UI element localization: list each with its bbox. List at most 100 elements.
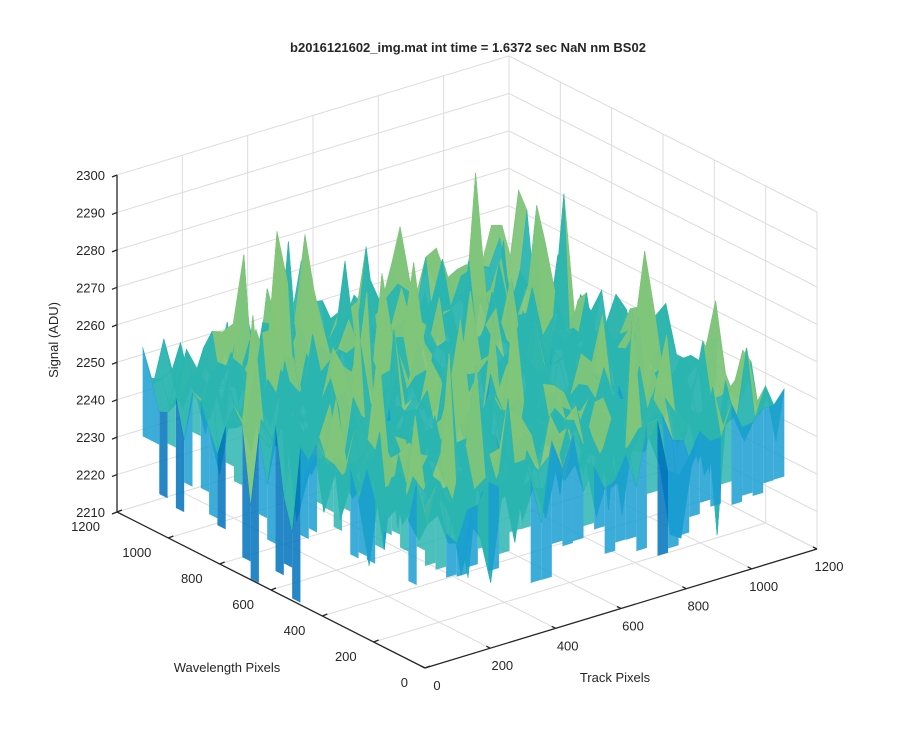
surface-edge-front <box>498 476 510 555</box>
surface-edge-left <box>308 442 318 533</box>
surface-edge-left <box>366 468 376 564</box>
x-tick-label: 800 <box>687 599 709 614</box>
z-tick-mark <box>111 511 118 515</box>
surface-edge-left <box>200 401 210 493</box>
surface-edge-front <box>488 481 499 572</box>
x-tick-mark <box>616 605 622 610</box>
grid-line-z-side <box>508 92 818 250</box>
surface-edge-left <box>416 480 425 551</box>
surface-edge-left <box>408 480 417 586</box>
z-tick-label: 2210 <box>76 505 105 520</box>
surface-edge-front <box>678 456 690 536</box>
z-tick-label: 2280 <box>76 243 105 258</box>
surface-edge-front <box>594 465 605 530</box>
z-tick-mark <box>111 361 118 365</box>
x-tick-mark <box>812 546 818 550</box>
y-tick-mark <box>116 509 123 513</box>
grid-line-y-floor <box>322 496 715 617</box>
surface-edge-left <box>167 396 176 448</box>
x-axis-label: Track Pixels <box>580 670 651 685</box>
tick-labels: 0 200 400 600 800 1000 1200 0 200 400 600 800 1000 12… <box>71 168 843 693</box>
surface-edge-front <box>583 465 595 527</box>
y-tick-label: 800 <box>181 571 203 586</box>
x-tick-label: 200 <box>491 658 513 673</box>
y-tick-label: 600 <box>232 597 254 612</box>
surface-edge-left <box>300 446 309 540</box>
x-tick-label: 400 <box>557 638 579 653</box>
x-tick-mark <box>486 645 491 649</box>
surface-edge-left <box>292 446 301 603</box>
y-tick-mark <box>219 561 225 565</box>
surface-edge-front <box>710 436 721 507</box>
z-tick-label: 2260 <box>76 318 105 333</box>
surface-edge-left <box>358 468 367 557</box>
x-tick-mark <box>747 566 752 570</box>
surface-edge-left <box>142 347 151 441</box>
surface-edge-front <box>572 433 584 542</box>
surface-edge-front <box>604 479 616 554</box>
surface-edge-front <box>625 454 637 540</box>
surface-edge-left <box>341 467 351 512</box>
surface-edge-front <box>752 408 764 496</box>
chart-title: b2016121602_img.mat int time = 1.6372 se… <box>290 40 646 55</box>
x-tick-mark <box>551 625 556 629</box>
z-tick-mark <box>111 211 118 216</box>
x-tick-mark <box>682 586 687 590</box>
grid-line-z-side <box>508 130 818 288</box>
surface-edge-left <box>267 425 276 544</box>
grid-line-z-side <box>508 167 818 325</box>
surface-edge-left <box>242 423 251 562</box>
surface-edge-left <box>258 433 268 519</box>
surface-edge-left <box>184 391 193 487</box>
surface-edge-left <box>383 477 392 536</box>
z-tick-mark <box>111 399 118 403</box>
surface-edge-front <box>773 388 785 480</box>
grid-line-z-side <box>508 55 818 213</box>
surface-edge-left <box>275 425 284 576</box>
surface-edge-front <box>456 509 468 577</box>
surface-edge-front <box>763 405 774 484</box>
z-tick-label: 2300 <box>76 168 105 183</box>
z-tick-label: 2220 <box>76 468 105 483</box>
z-axis-label: Signal (ADU) <box>46 302 61 378</box>
surface-edge-left <box>209 429 218 519</box>
z-tick-mark <box>111 473 118 478</box>
y-tick-mark <box>270 587 277 591</box>
surface-edge-front <box>657 419 669 556</box>
surface-edge-left <box>217 426 226 530</box>
y-tick-label: 400 <box>284 623 306 638</box>
surface-edge-front <box>467 504 478 568</box>
surface-edge-left <box>225 406 235 467</box>
surface-edge-front <box>731 403 743 506</box>
surface-edge-left <box>317 442 326 507</box>
surface-edge-left <box>333 463 342 531</box>
y-tick-mark <box>424 665 431 669</box>
surface-edge-left <box>234 406 243 486</box>
x-tick-label: 1000 <box>749 579 778 594</box>
z-tick-mark <box>111 324 118 328</box>
grid-line-z-back <box>116 167 510 288</box>
surface-edge-front <box>615 454 626 543</box>
grid-line-z-back <box>116 55 510 176</box>
surface-edge-front <box>742 422 753 496</box>
surface-edge-front <box>530 478 542 583</box>
surface-edge-left <box>350 467 359 559</box>
grid-line-y-floor <box>373 522 766 643</box>
surface-edge-front <box>636 424 647 552</box>
surface-edge-front <box>720 403 732 485</box>
surface-edge-left <box>250 433 259 583</box>
z-tick-mark <box>111 286 118 290</box>
surface-mesh <box>142 172 785 603</box>
surface-edge-left <box>150 378 160 445</box>
y-tick-label: 200 <box>335 649 357 664</box>
z-tick-label: 2250 <box>76 355 105 370</box>
grid-line-z-back <box>116 205 510 326</box>
x-tick-mark <box>420 665 426 669</box>
grid-line-z-back <box>116 92 510 213</box>
surface-edge-front <box>541 440 552 581</box>
surface-edge-front <box>477 481 489 549</box>
z-tick-mark <box>111 249 118 253</box>
surface-edge-left <box>159 411 168 499</box>
y-tick-label: 1200 <box>71 519 100 534</box>
surface-edge-front <box>551 440 563 545</box>
